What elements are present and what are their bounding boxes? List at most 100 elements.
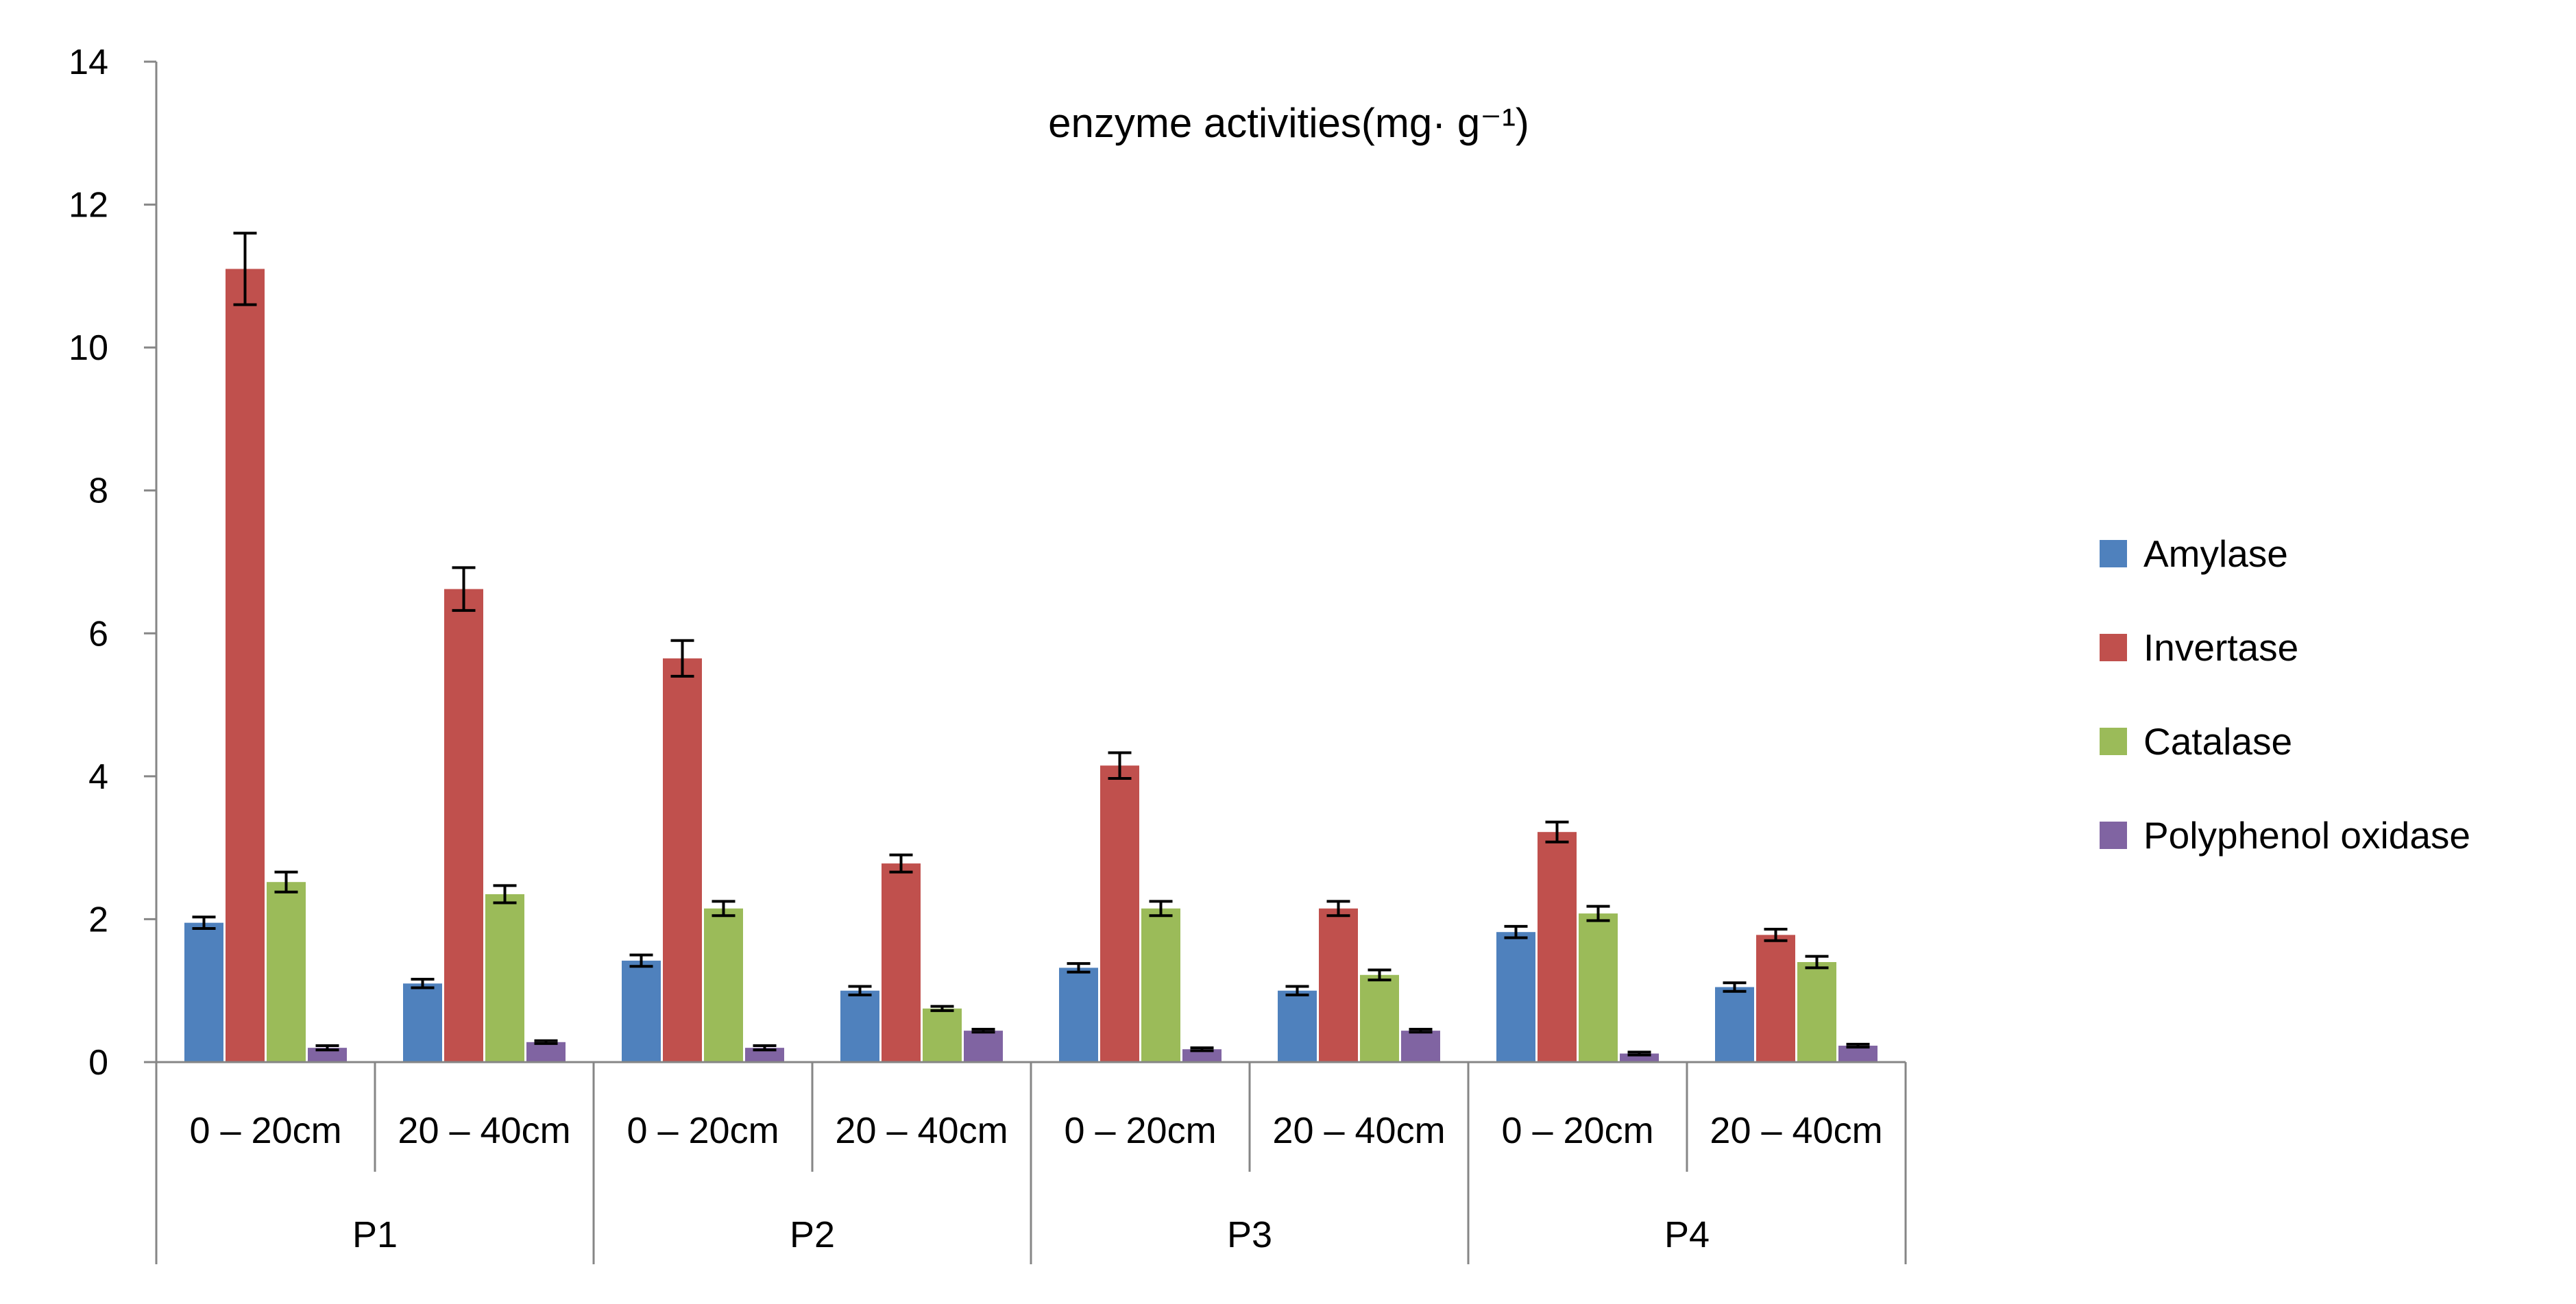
bar-amylase [622, 960, 661, 1062]
error-bar [1545, 820, 1569, 844]
bar-invertase [1538, 832, 1577, 1062]
y-tick-label: 14 [69, 42, 108, 82]
legend-swatch [2100, 540, 2127, 567]
error-bar [1846, 1042, 1870, 1049]
error-bar [1723, 981, 1747, 993]
bar-catalase [923, 1008, 962, 1062]
bar-amylase [840, 990, 879, 1062]
error-bar [1504, 924, 1528, 939]
error-bar [629, 953, 653, 968]
bar-amylase [403, 983, 442, 1062]
error-bar [452, 566, 476, 612]
bar-catalase [485, 894, 524, 1062]
error-bar [1108, 751, 1132, 780]
x-axis: 0 – 20cm 20 – 40cm 0 – 20cm 20 – 40cm 0 – 20… [155, 1061, 1907, 1264]
error-bar [1368, 968, 1392, 982]
x-category-label: 20 – 40cm [835, 1110, 1008, 1151]
legend-label: Amylase [2143, 532, 2288, 575]
error-bar [274, 870, 298, 894]
bar-invertase [663, 658, 702, 1062]
x-category-label: 20 – 40cm [1710, 1110, 1882, 1151]
x-category-label: 0 – 20cm [1064, 1110, 1216, 1151]
y-axis: 0 2 4 6 8 10 12 14 [69, 42, 158, 1083]
x-category-label: 20 – 40cm [398, 1110, 570, 1151]
x-group-label: P4 [1664, 1214, 1710, 1255]
error-bar [192, 915, 216, 930]
x-category-label: 0 – 20cm [189, 1110, 341, 1151]
legend-swatch [2100, 728, 2127, 755]
bar-catalase [1797, 962, 1836, 1062]
y-tick-label: 12 [69, 186, 108, 225]
x-group-label: P2 [790, 1214, 835, 1255]
bar-polyphenol-oxidase [964, 1031, 1003, 1062]
legend-item: Polyphenol oxidase [2100, 814, 2470, 857]
bar-amylase [1496, 932, 1535, 1062]
error-bar [930, 1005, 954, 1012]
error-bar [848, 985, 872, 996]
bars [184, 232, 1878, 1062]
bar-polyphenol-oxidase [1182, 1049, 1222, 1062]
y-tick-label: 8 [88, 471, 108, 511]
bar-catalase [267, 882, 306, 1062]
error-bar [753, 1044, 777, 1052]
y-tick-label: 4 [88, 757, 108, 797]
bar-invertase [444, 589, 483, 1062]
error-bar [233, 232, 257, 306]
y-tick-label: 2 [88, 900, 108, 939]
bar-polyphenol-oxidase [308, 1048, 347, 1062]
bar-catalase [1141, 908, 1180, 1062]
legend-item: Invertase [2100, 626, 2298, 669]
bar-amylase [184, 922, 223, 1062]
legend-item: Catalase [2100, 720, 2292, 763]
error-bar [712, 900, 736, 918]
bar-invertase [1756, 935, 1795, 1062]
legend-label: Invertase [2143, 626, 2298, 669]
x-category-label: 0 – 20cm [1501, 1110, 1653, 1151]
bar-invertase [1100, 765, 1139, 1062]
error-bar [315, 1044, 339, 1052]
bar-polyphenol-oxidase [526, 1042, 566, 1062]
error-bar [534, 1039, 558, 1045]
legend-swatch [2100, 634, 2127, 661]
error-bar [1764, 928, 1788, 942]
y-tick-label: 10 [69, 328, 108, 368]
error-bar [889, 853, 913, 874]
bar-catalase [704, 908, 743, 1062]
error-bar [411, 978, 435, 989]
x-category-label: 20 – 40cm [1272, 1110, 1445, 1151]
error-bar [670, 639, 694, 678]
bar-amylase [1278, 990, 1317, 1062]
y-tick-label: 0 [88, 1043, 108, 1083]
error-bar [971, 1028, 995, 1034]
bar-invertase [882, 863, 921, 1062]
x-group-label: P3 [1227, 1214, 1272, 1255]
bar-amylase [1715, 987, 1754, 1062]
legend-item: Amylase [2100, 532, 2288, 575]
error-bar [1805, 955, 1829, 970]
error-bar [1190, 1046, 1214, 1053]
x-group-label: P1 [352, 1214, 398, 1255]
error-bar [1326, 900, 1350, 918]
error-bar [1149, 900, 1173, 918]
legend-label: Catalase [2143, 720, 2292, 763]
y-tick-label: 6 [88, 614, 108, 654]
bar-invertase [226, 269, 265, 1062]
error-bar [1067, 962, 1091, 974]
error-bar [1627, 1050, 1651, 1057]
error-bar [493, 884, 517, 905]
error-bar [1285, 985, 1309, 996]
legend-swatch [2100, 822, 2127, 849]
legend-label: Polyphenol oxidase [2143, 814, 2470, 857]
chart-title: enzyme activities(mg· g⁻¹) [1048, 100, 1529, 146]
bar-amylase [1059, 968, 1098, 1062]
bar-polyphenol-oxidase [745, 1048, 784, 1062]
bar-polyphenol-oxidase [1401, 1031, 1440, 1062]
x-category-label: 0 – 20cm [627, 1110, 779, 1151]
error-bar [1586, 905, 1610, 922]
bar-polyphenol-oxidase [1838, 1046, 1878, 1062]
bar-catalase [1579, 913, 1618, 1062]
error-bar [1409, 1028, 1433, 1034]
bar-invertase [1319, 908, 1358, 1062]
legend: Amylase Invertase Catalase Polyphenol oxida… [2100, 532, 2470, 857]
